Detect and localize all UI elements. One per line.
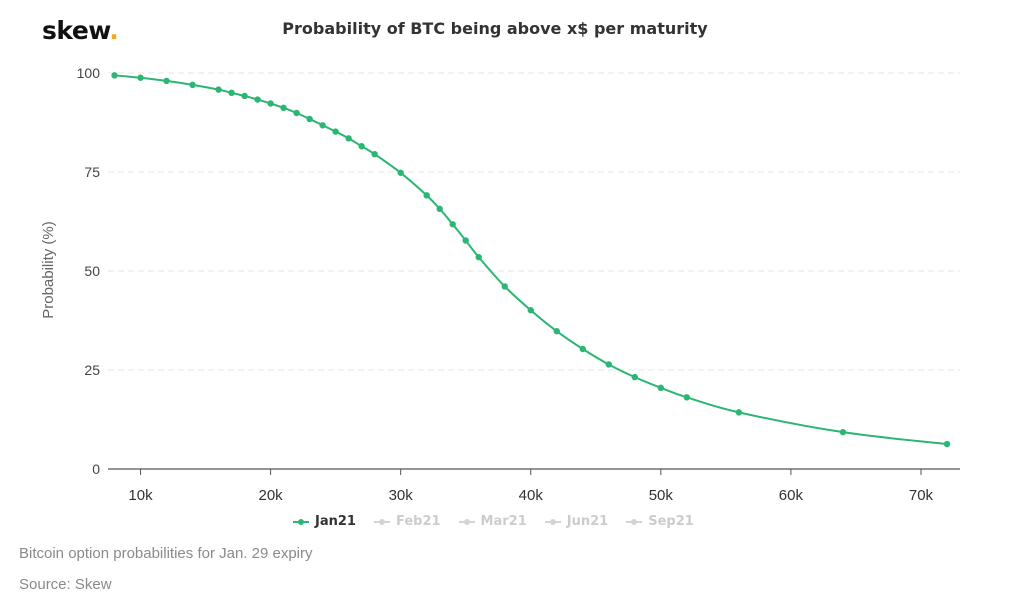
- data-point[interactable]: [332, 128, 339, 135]
- y-tick-label: 0: [92, 461, 100, 477]
- data-point[interactable]: [280, 104, 287, 112]
- data-point[interactable]: [267, 100, 274, 107]
- data-point[interactable]: [215, 86, 222, 93]
- x-tick-label: 70k: [909, 487, 934, 504]
- legend-label: Feb21: [395, 514, 441, 529]
- legend-label: Sep21: [648, 514, 694, 529]
- x-tick-label: 30k: [389, 487, 414, 504]
- data-point[interactable]: [306, 115, 313, 123]
- data-point[interactable]: [605, 361, 612, 368]
- data-point[interactable]: [683, 394, 691, 401]
- data-point[interactable]: [358, 143, 365, 150]
- y-tick-label: 75: [84, 164, 100, 180]
- legend-marker-icon: [293, 516, 309, 528]
- x-tick-label: 40k: [519, 487, 544, 504]
- chart-title: Probability of BTC being above x$ per ma…: [282, 19, 708, 38]
- data-point[interactable]: [397, 169, 404, 176]
- legend-item-jan21[interactable]: Jan21: [293, 514, 356, 529]
- x-tick-label: 60k: [779, 487, 804, 504]
- legend-marker-icon: [626, 516, 643, 528]
- data-point[interactable]: [319, 122, 326, 129]
- y-tick-label: 25: [84, 362, 100, 378]
- data-point[interactable]: [241, 92, 248, 100]
- legend-label: Jun21: [566, 514, 609, 529]
- data-point[interactable]: [462, 237, 469, 244]
- legend-item-sep21[interactable]: Sep21: [626, 514, 694, 529]
- data-point[interactable]: [423, 192, 430, 199]
- data-point[interactable]: [449, 221, 456, 228]
- data-point[interactable]: [553, 327, 560, 335]
- y-tick-label: 100: [77, 65, 101, 81]
- data-point[interactable]: [527, 307, 534, 314]
- data-point[interactable]: [475, 253, 482, 261]
- x-tick-label: 10k: [128, 487, 153, 504]
- data-point[interactable]: [137, 74, 144, 81]
- image-source: Source: Skew: [19, 576, 112, 593]
- data-point[interactable]: [293, 109, 300, 117]
- chart-legend: Jan21 Feb21 Mar21 Jun21 Sep21: [293, 514, 712, 529]
- data-point[interactable]: [735, 409, 743, 416]
- data-point[interactable]: [657, 384, 665, 392]
- legend-marker-icon: [373, 516, 390, 528]
- legend-item-jun21[interactable]: Jun21: [544, 514, 609, 529]
- legend-marker-icon: [544, 516, 561, 528]
- data-point[interactable]: [631, 373, 639, 381]
- data-point[interactable]: [501, 283, 508, 290]
- data-point[interactable]: [579, 345, 586, 353]
- legend-item-mar21[interactable]: Mar21: [458, 514, 527, 529]
- logo-dot: .: [109, 16, 119, 45]
- legend-label: Jan21: [315, 514, 356, 529]
- series-line-jan21: [114, 74, 948, 446]
- image-caption: Bitcoin option probabilities for Jan. 29…: [19, 545, 313, 562]
- data-point[interactable]: [189, 81, 196, 89]
- legend-marker-icon: [458, 516, 475, 528]
- data-point[interactable]: [943, 440, 951, 448]
- data-point[interactable]: [436, 205, 443, 213]
- skew-logo: skew.: [42, 16, 119, 45]
- data-point[interactable]: [111, 72, 118, 79]
- data-point[interactable]: [345, 135, 352, 142]
- x-tick-label: 50k: [649, 487, 674, 504]
- y-tick-label: 50: [84, 263, 100, 279]
- x-tick-label: 20k: [259, 487, 284, 504]
- data-point[interactable]: [228, 89, 235, 97]
- data-point[interactable]: [254, 96, 261, 103]
- data-point[interactable]: [839, 428, 847, 436]
- y-axis-label: Probability (%): [40, 221, 57, 319]
- legend-label: Mar21: [480, 514, 527, 529]
- data-point[interactable]: [163, 77, 170, 85]
- legend-item-feb21[interactable]: Feb21: [373, 514, 441, 529]
- data-point[interactable]: [371, 150, 378, 158]
